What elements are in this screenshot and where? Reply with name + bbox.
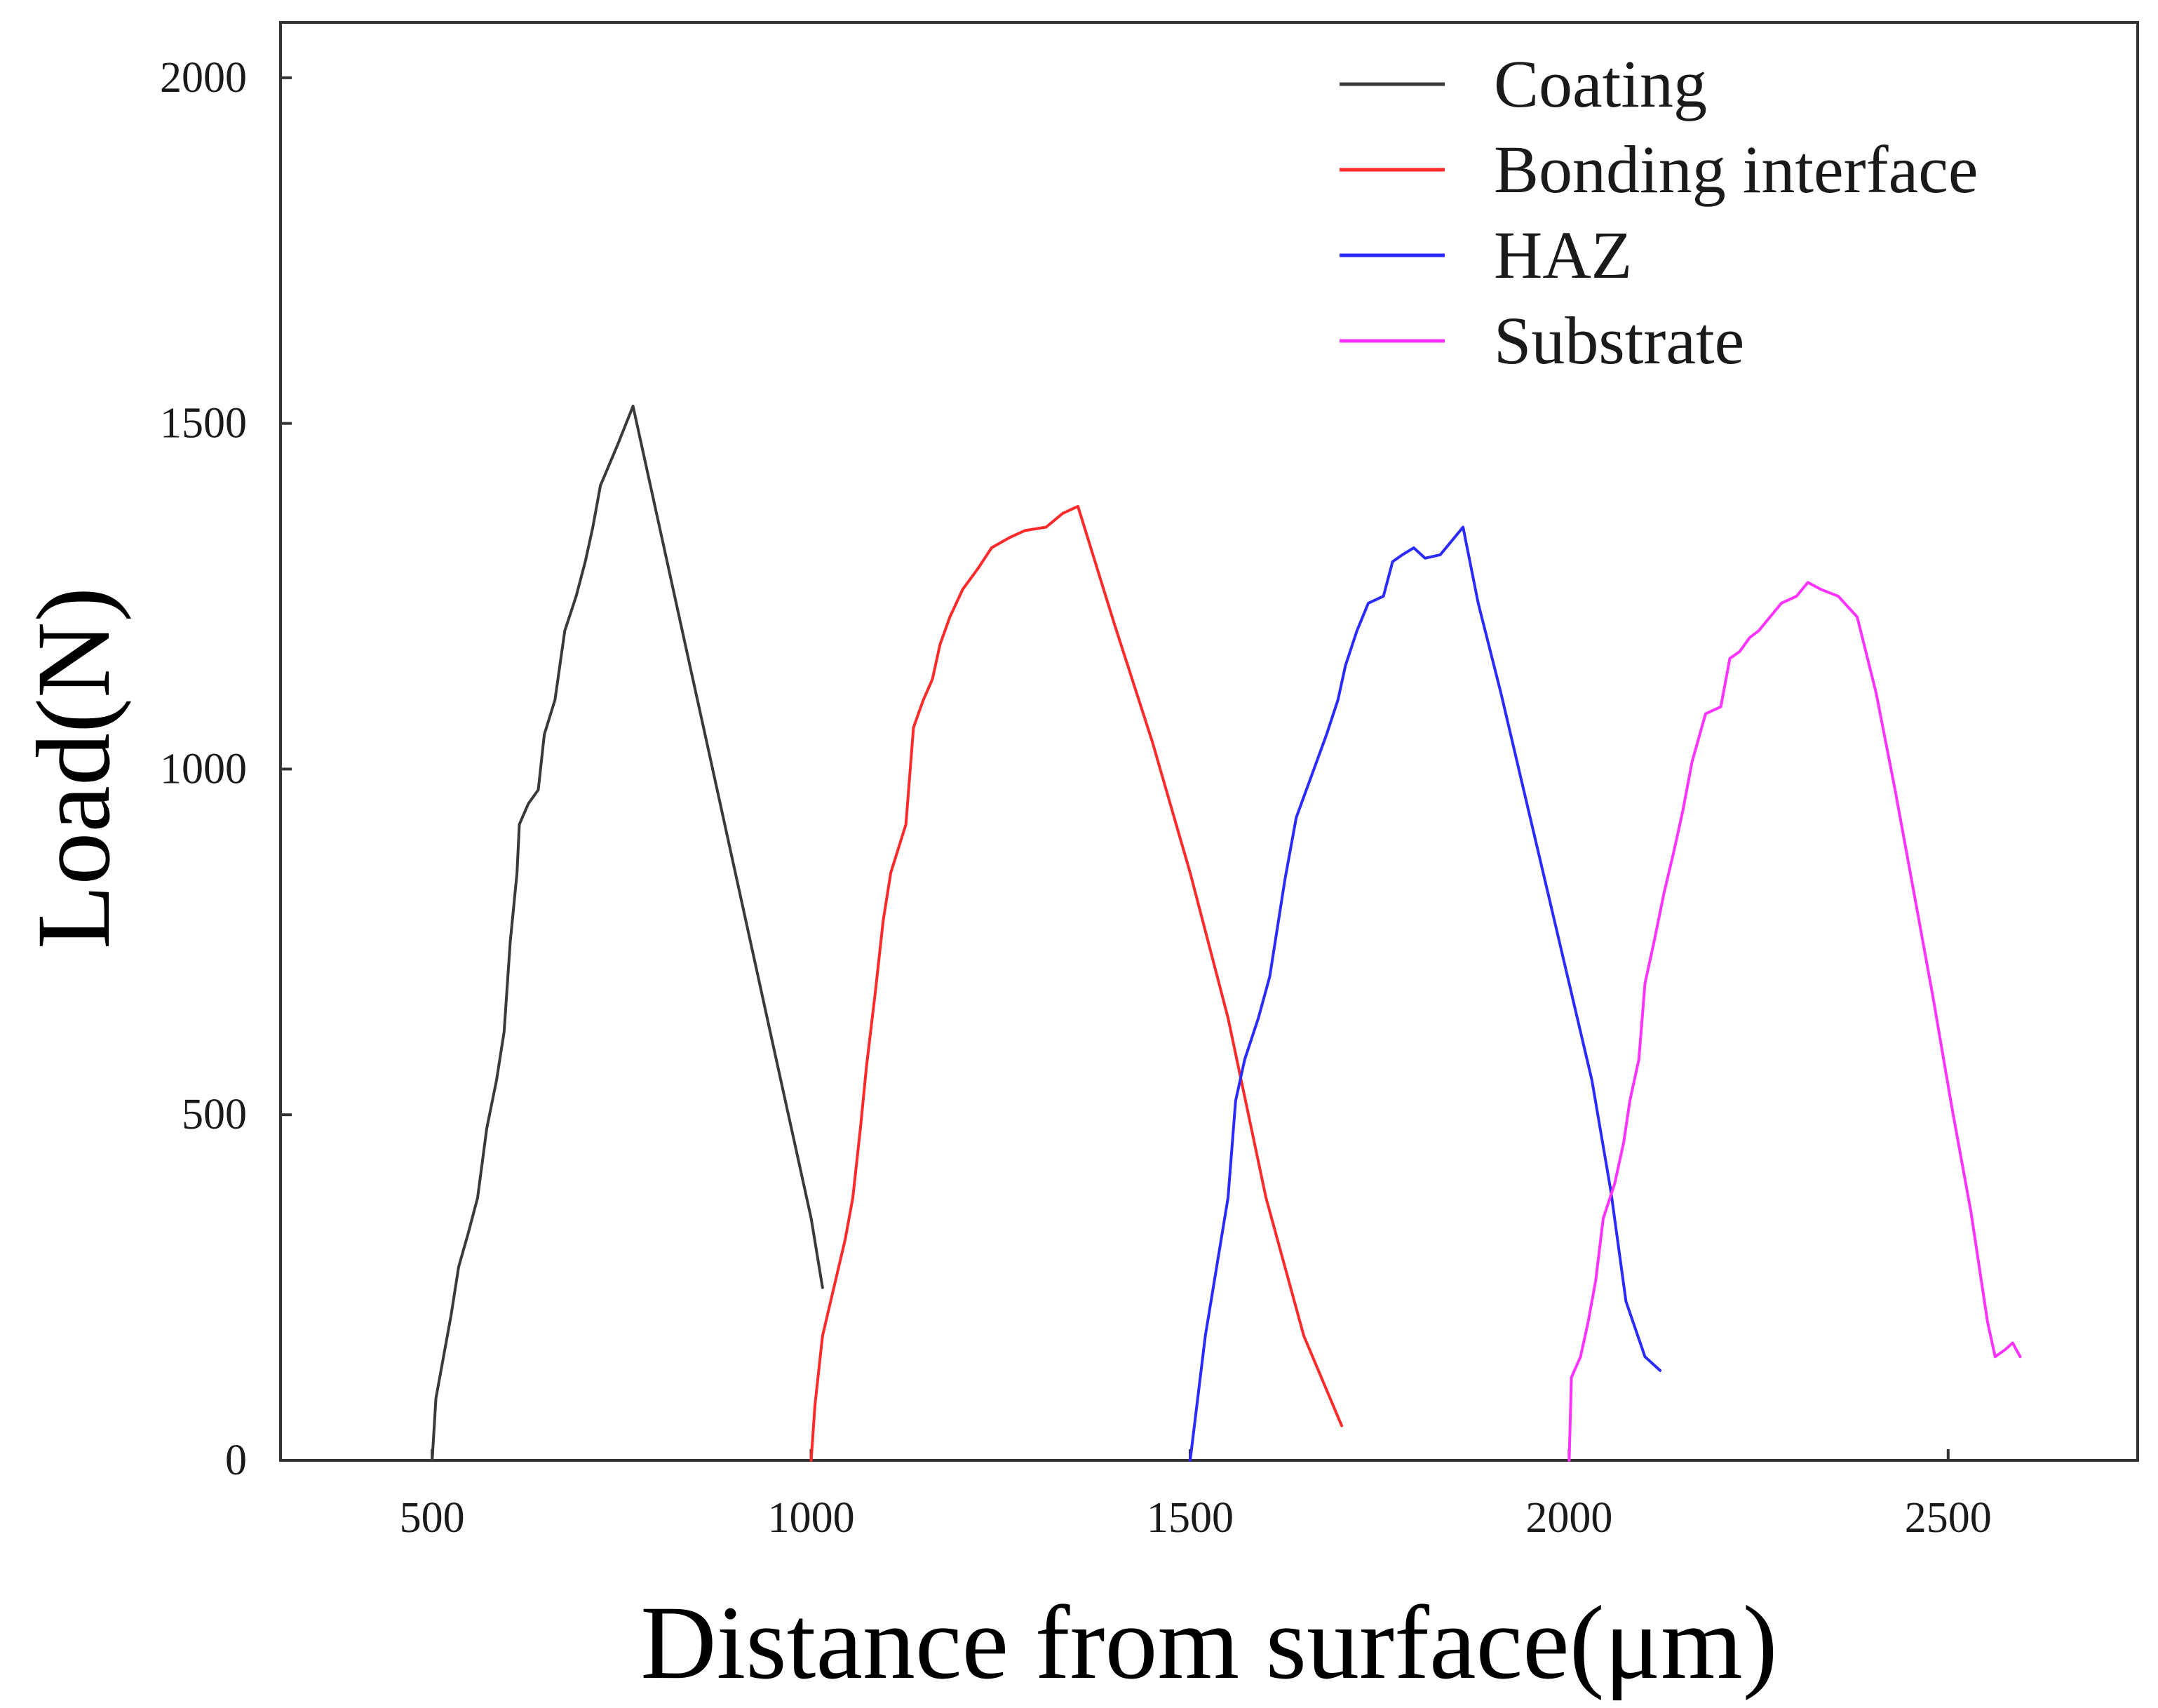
- legend-label-bonding-interface: Bonding interface: [1494, 132, 1978, 207]
- y-tick-label: 1500: [160, 400, 247, 448]
- legend-label-haz: HAZ: [1494, 217, 1632, 292]
- x-tick-label: 500: [400, 1494, 465, 1542]
- x-tick-label: 1000: [768, 1494, 855, 1542]
- plot-frame: [279, 21, 2139, 1462]
- series-line-bonding-interface: [809, 504, 1344, 1462]
- x-tick-label: 2000: [1525, 1494, 1612, 1542]
- x-tick-label: 1500: [1147, 1494, 1234, 1542]
- legend-label-substrate: Substrate: [1494, 303, 1744, 378]
- legend: Coating Bonding interface HAZ Substrate: [1340, 46, 1978, 378]
- series-layer: [431, 405, 2022, 1462]
- x-axis-title: Distance from surface(μm): [640, 1585, 1777, 1701]
- y-axis-title: Load(N): [15, 587, 132, 949]
- y-tick-label: 1000: [160, 745, 247, 793]
- y-tick-label: 0: [225, 1437, 247, 1484]
- y-tick-label: 2000: [160, 54, 247, 102]
- y-axis-ticks: 0 500 1000 1500 2000: [160, 54, 292, 1484]
- legend-label-coating: Coating: [1494, 46, 1707, 121]
- series-line-haz: [1189, 525, 1662, 1462]
- x-tick-label: 2500: [1905, 1494, 1992, 1542]
- series-line-coating: [431, 405, 824, 1462]
- series-line-substrate: [1567, 581, 2022, 1462]
- x-axis-ticks: 500 1000 1500 2000 2500: [400, 1449, 1992, 1542]
- y-tick-label: 500: [182, 1091, 247, 1138]
